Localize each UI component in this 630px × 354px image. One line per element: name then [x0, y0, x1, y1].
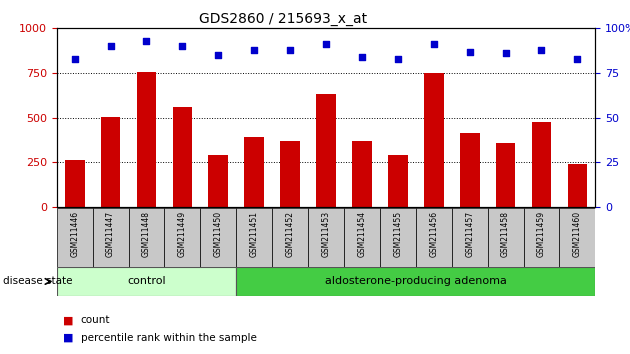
- Bar: [173, 107, 192, 207]
- Bar: [236, 208, 272, 267]
- Point: [141, 38, 151, 44]
- Bar: [316, 95, 336, 207]
- Text: GDS2860 / 215693_x_at: GDS2860 / 215693_x_at: [200, 12, 367, 27]
- Text: control: control: [127, 276, 166, 286]
- Point: [178, 44, 188, 49]
- Text: ■: ■: [63, 333, 74, 343]
- Text: GSM211458: GSM211458: [501, 211, 510, 257]
- Text: GSM211460: GSM211460: [573, 211, 582, 257]
- Bar: [460, 133, 479, 207]
- Point: [357, 54, 367, 60]
- Bar: [244, 137, 264, 207]
- Point: [213, 52, 223, 58]
- Bar: [416, 208, 452, 267]
- Text: GSM211454: GSM211454: [357, 211, 367, 257]
- Bar: [272, 208, 308, 267]
- Bar: [57, 208, 93, 267]
- Bar: [164, 208, 200, 267]
- Text: GSM211450: GSM211450: [214, 211, 223, 257]
- Bar: [532, 122, 551, 207]
- Text: count: count: [81, 315, 110, 325]
- Bar: [101, 117, 120, 207]
- Text: disease state: disease state: [3, 276, 72, 286]
- Point: [536, 47, 546, 53]
- Point: [500, 51, 510, 56]
- Point: [249, 47, 260, 53]
- Text: GSM211453: GSM211453: [321, 211, 331, 257]
- Bar: [93, 208, 129, 267]
- Bar: [424, 73, 444, 207]
- Text: ■: ■: [63, 315, 74, 325]
- Text: aldosterone-producing adenoma: aldosterone-producing adenoma: [325, 276, 507, 286]
- Point: [285, 47, 295, 53]
- Text: GSM211449: GSM211449: [178, 211, 187, 257]
- Point: [572, 56, 582, 62]
- Point: [70, 56, 79, 62]
- Bar: [57, 267, 236, 296]
- Point: [428, 41, 438, 47]
- Bar: [380, 208, 416, 267]
- Bar: [352, 141, 372, 207]
- Bar: [209, 155, 228, 207]
- Text: GSM211459: GSM211459: [537, 211, 546, 257]
- Bar: [129, 208, 164, 267]
- Bar: [559, 208, 595, 267]
- Point: [464, 49, 475, 55]
- Bar: [200, 208, 236, 267]
- Bar: [568, 164, 587, 207]
- Text: GSM211456: GSM211456: [429, 211, 438, 257]
- Bar: [65, 160, 84, 207]
- Text: GSM211452: GSM211452: [285, 211, 295, 257]
- Bar: [308, 208, 344, 267]
- Bar: [524, 208, 559, 267]
- Bar: [496, 143, 515, 207]
- Text: GSM211448: GSM211448: [142, 211, 151, 257]
- Bar: [137, 72, 156, 207]
- Bar: [388, 155, 408, 207]
- Text: GSM211447: GSM211447: [106, 211, 115, 257]
- Point: [321, 41, 331, 47]
- Text: percentile rank within the sample: percentile rank within the sample: [81, 333, 256, 343]
- Text: GSM211451: GSM211451: [249, 211, 259, 257]
- Bar: [452, 208, 488, 267]
- Text: GSM211455: GSM211455: [393, 211, 403, 257]
- Point: [392, 56, 403, 62]
- Point: [105, 44, 116, 49]
- Bar: [344, 208, 380, 267]
- Text: GSM211457: GSM211457: [465, 211, 474, 257]
- Bar: [236, 267, 595, 296]
- Text: GSM211446: GSM211446: [70, 211, 79, 257]
- Bar: [280, 141, 300, 207]
- Bar: [488, 208, 524, 267]
